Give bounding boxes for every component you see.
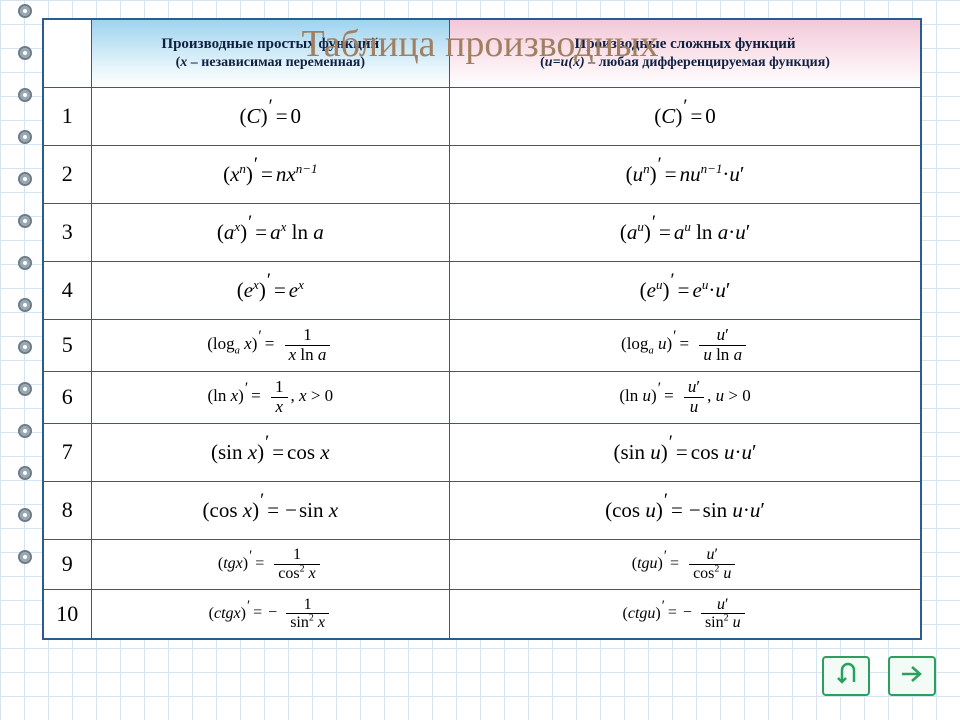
formula-simple: (C)′=0 (91, 87, 450, 145)
header-complex: Производные сложных функций (u=u(x) – лю… (450, 19, 921, 87)
formula-simple: (cos x)′=−sin x (91, 481, 450, 539)
arrow-right-icon (898, 662, 926, 691)
row-number: 2 (43, 145, 91, 203)
table-row: 7 (sin x)′=cos x (sin u)′=cos u·u′ (43, 423, 921, 481)
derivatives-table: Производные простых функций (x – независ… (42, 18, 922, 640)
header-row: Производные простых функций (x – независ… (43, 19, 921, 87)
table-row: 10 (ctgx)′=− 1sin2 x (ctgu)′=− u′sin2 u (43, 589, 921, 639)
table-row: 8 (cos x)′=−sin x (cos u)′=−sin u·u′ (43, 481, 921, 539)
header-blank (43, 19, 91, 87)
back-button[interactable] (822, 656, 870, 696)
row-number: 10 (43, 589, 91, 639)
table-row: 3 (ax)′=ax ln a (au)′=au ln a·u′ (43, 203, 921, 261)
formula-complex: (ln u)′= u′u, u > 0 (450, 371, 921, 423)
table-row: 1 (C)′=0 (C)′=0 (43, 87, 921, 145)
formula-simple: (tgx)′= 1cos2 x (91, 539, 450, 589)
formula-complex: (loga u)′= u′u ln a (450, 319, 921, 371)
row-number: 4 (43, 261, 91, 319)
formula-simple: (xn)′=nxn−1 (91, 145, 450, 203)
row-number: 7 (43, 423, 91, 481)
formula-simple: (loga x)′= 1x ln a (91, 319, 450, 371)
formula-complex: (C)′=0 (450, 87, 921, 145)
header-simple: Производные простых функций (x – независ… (91, 19, 450, 87)
formula-complex: (ctgu)′=− u′sin2 u (450, 589, 921, 639)
formula-simple: (ctgx)′=− 1sin2 x (91, 589, 450, 639)
table-row: 4 (ex)′=ex (eu)′=eu·u′ (43, 261, 921, 319)
formula-simple: (sin x)′=cos x (91, 423, 450, 481)
row-number: 3 (43, 203, 91, 261)
u-turn-icon (832, 662, 860, 691)
row-number: 5 (43, 319, 91, 371)
row-number: 9 (43, 539, 91, 589)
nav-buttons (822, 656, 936, 696)
row-number: 6 (43, 371, 91, 423)
row-number: 1 (43, 87, 91, 145)
table-row: 9 (tgx)′= 1cos2 x (tgu)′= u′cos2 u (43, 539, 921, 589)
formula-complex: (cos u)′=−sin u·u′ (450, 481, 921, 539)
formula-simple: (ax)′=ax ln a (91, 203, 450, 261)
table-row: 5 (loga x)′= 1x ln a (loga u)′= u′u ln a (43, 319, 921, 371)
row-number: 8 (43, 481, 91, 539)
forward-button[interactable] (888, 656, 936, 696)
formula-complex: (tgu)′= u′cos2 u (450, 539, 921, 589)
formula-simple: (ln x)′= 1x, x > 0 (91, 371, 450, 423)
table-row: 6 (ln x)′= 1x, x > 0 (ln u)′= u′u, u > 0 (43, 371, 921, 423)
table-row: 2 (xn)′=nxn−1 (un)′=nun−1·u′ (43, 145, 921, 203)
formula-complex: (sin u)′=cos u·u′ (450, 423, 921, 481)
page-content: Таблица производных Производные простых … (0, 0, 960, 640)
formula-complex: (au)′=au ln a·u′ (450, 203, 921, 261)
formula-complex: (un)′=nun−1·u′ (450, 145, 921, 203)
formula-complex: (eu)′=eu·u′ (450, 261, 921, 319)
formula-simple: (ex)′=ex (91, 261, 450, 319)
